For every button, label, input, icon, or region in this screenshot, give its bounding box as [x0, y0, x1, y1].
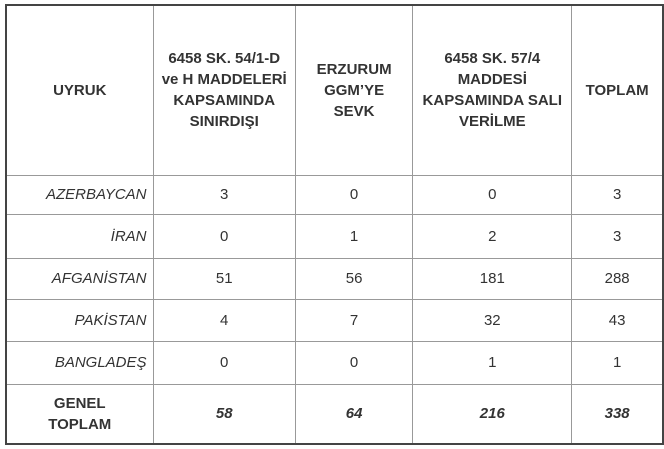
cell: 3: [571, 174, 664, 215]
header-toplam: TOPLAM: [571, 4, 664, 176]
country-name: PAKİSTAN: [5, 298, 154, 342]
cell: 1: [294, 213, 414, 259]
cell: 288: [571, 257, 664, 300]
table-row: BANGLADEŞ 0 0 1 1: [5, 340, 664, 385]
cell: 51: [152, 257, 296, 300]
cell: 3: [571, 213, 664, 259]
total-cell: 216: [412, 383, 573, 445]
cell: 3: [152, 174, 296, 215]
cell: 0: [294, 174, 414, 215]
total-cell: 64: [294, 383, 414, 445]
country-name: AZERBAYCAN: [5, 174, 154, 215]
header-sinirdisi: 6458 SK. 54/1-D ve H MADDELERİ KAPSAMIND…: [152, 4, 296, 176]
cell: 0: [152, 213, 296, 259]
cell: 32: [412, 298, 573, 342]
header-uyruk: UYRUK: [5, 4, 154, 176]
total-row: GENEL TOPLAM 58 64 216 338: [5, 383, 664, 445]
total-cell: 338: [571, 383, 664, 445]
cell: 1: [412, 340, 573, 385]
cell: 7: [294, 298, 414, 342]
header-sevk: ERZURUM GGM’YE SEVK: [294, 4, 414, 176]
total-label: GENEL TOPLAM: [5, 383, 154, 445]
country-name: BANGLADEŞ: [5, 340, 154, 385]
country-name: İRAN: [5, 213, 154, 259]
table-row: İRAN 0 1 2 3: [5, 213, 664, 259]
header-sali-verilme: 6458 SK. 57/4 MADDESİ KAPSAMINDA SALI VE…: [412, 4, 573, 176]
total-cell: 58: [152, 383, 296, 445]
cell: 1: [571, 340, 664, 385]
header-row: UYRUK 6458 SK. 54/1-D ve H MADDELERİ KAP…: [5, 4, 664, 176]
cell: 56: [294, 257, 414, 300]
cell: 0: [294, 340, 414, 385]
cell: 181: [412, 257, 573, 300]
table-row: AZERBAYCAN 3 0 0 3: [5, 174, 664, 215]
cell: 4: [152, 298, 296, 342]
cell: 2: [412, 213, 573, 259]
cell: 0: [152, 340, 296, 385]
cell: 43: [571, 298, 664, 342]
table-row: PAKİSTAN 4 7 32 43: [5, 298, 664, 342]
statistics-table: UYRUK 6458 SK. 54/1-D ve H MADDELERİ KAP…: [5, 4, 664, 445]
cell: 0: [412, 174, 573, 215]
country-name: AFGANİSTAN: [5, 257, 154, 300]
table-row: AFGANİSTAN 51 56 181 288: [5, 257, 664, 300]
